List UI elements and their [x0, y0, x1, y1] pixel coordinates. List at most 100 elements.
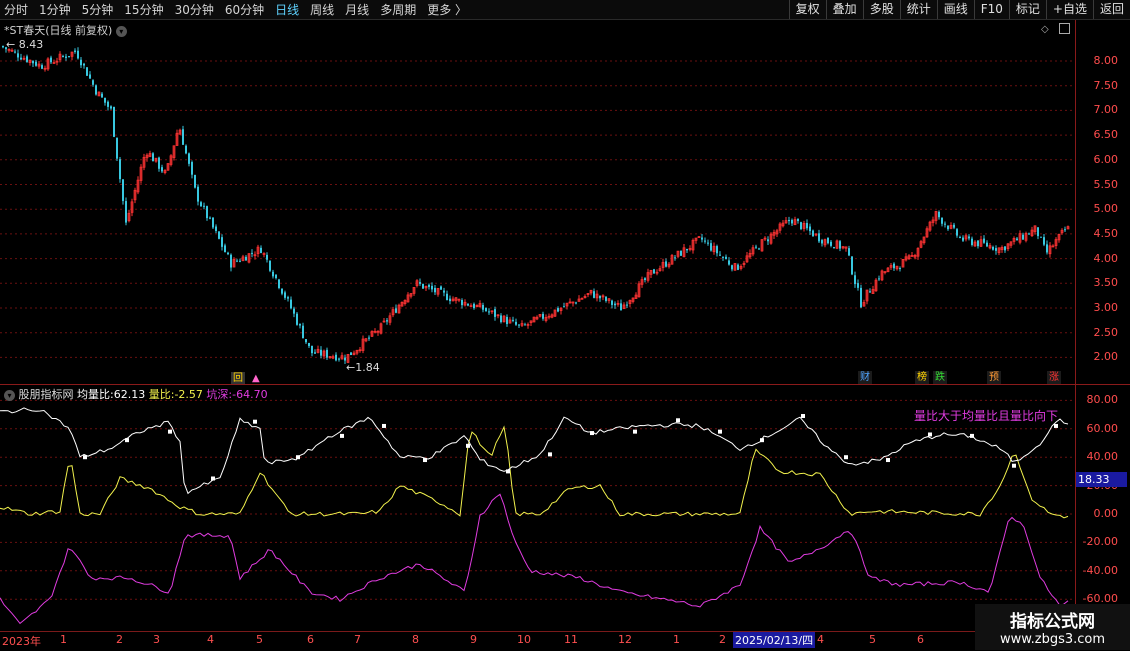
candle-body [869, 291, 871, 293]
price-chart-panel[interactable]: *ST春天(日线 前复权) ▾ ◇ ← 8.43 ←1.84 8.00 7.50 7… [0, 20, 1118, 385]
toolbar-button[interactable]: 复权 [788, 0, 826, 19]
candle-body [628, 300, 632, 305]
toolbar-button[interactable]: 多股 [862, 0, 900, 19]
candle-body [17, 53, 19, 58]
maximize-icon[interactable] [1059, 23, 1070, 34]
candle-body [350, 352, 352, 355]
candle-body [599, 295, 601, 299]
candle-body [1057, 233, 1061, 241]
candle-body [395, 308, 397, 313]
toolbar-button[interactable]: +自选 [1045, 0, 1093, 19]
candle-body [934, 211, 938, 221]
candle-body [440, 286, 442, 290]
candle-body [50, 57, 52, 63]
candle-body [515, 321, 517, 325]
candle-body [230, 254, 232, 268]
candle-body [296, 313, 298, 325]
indicator-title-row: ▾ 股朋指标网 均量比:62.13 量比:-2.57 坑深:-64.70 [4, 386, 268, 402]
period-tab[interactable]: 5分钟 [81, 3, 114, 17]
candle-body [139, 166, 143, 181]
price-tick: 3.00 [1093, 301, 1119, 314]
event-marker[interactable]: 涨 [1047, 371, 1061, 384]
chevron-down-icon[interactable]: ▾ [4, 389, 15, 401]
candle-body [97, 91, 101, 97]
price-tick: 2.00 [1093, 350, 1119, 364]
candle-body [262, 253, 266, 255]
candle-body [370, 330, 374, 337]
candle-body [827, 237, 829, 244]
stock-title: *ST春天(日线 前复权) [4, 24, 113, 37]
candle-body [500, 315, 502, 323]
toolbar-button[interactable]: 返回 [1092, 0, 1130, 19]
indicator-chart[interactable] [0, 386, 1075, 630]
toolbar-button[interactable]: F10 [973, 0, 1009, 19]
price-tick: 2.50 [1093, 325, 1119, 339]
candle-body [775, 230, 779, 235]
signal-dot [928, 432, 932, 437]
candle-body [601, 295, 605, 298]
period-tab[interactable]: 15分钟 [124, 3, 164, 17]
candle-body [688, 248, 692, 250]
candle-body [874, 279, 878, 292]
candle-body [86, 67, 88, 76]
event-marker[interactable]: ▲ [252, 373, 260, 384]
candle-body [388, 315, 392, 323]
diamond-icon[interactable]: ◇ [1041, 24, 1049, 35]
toolbar-button[interactable]: 画线 [936, 0, 974, 19]
candle-body [364, 338, 368, 342]
chevron-down-icon[interactable]: ▾ [115, 25, 127, 37]
candle-body [583, 296, 587, 299]
period-tab[interactable]: 多周期 [380, 3, 417, 17]
candle-body [634, 294, 638, 299]
candle-body [697, 236, 701, 238]
candle-body [502, 315, 506, 323]
candle-body [355, 349, 359, 354]
period-tab[interactable]: 月线 [345, 3, 370, 17]
candle-body [320, 349, 322, 356]
candle-body [110, 106, 112, 109]
candle-body [397, 304, 401, 314]
period-tab[interactable]: 30分钟 [174, 3, 214, 17]
period-tab[interactable]: 周线 [310, 3, 335, 17]
candle-body [104, 97, 106, 103]
candlestick-chart[interactable] [0, 20, 1075, 384]
toolbar-buttons: 复权 叠加 多股 统计 画线 F10 标记 +自选 返回 [788, 0, 1130, 19]
pit-value: -64.70 [232, 388, 268, 401]
candle-body [691, 239, 695, 251]
candle-body [550, 314, 554, 318]
pit-line [0, 493, 1069, 625]
candle-body [368, 337, 370, 339]
candle-body [361, 338, 365, 351]
event-marker[interactable]: 预 [987, 371, 1001, 384]
candle-body [758, 248, 760, 250]
candle-body [446, 293, 448, 301]
candle-body [716, 246, 718, 254]
candle-body [197, 186, 199, 202]
indicator-panel[interactable]: ▾ 股朋指标网 均量比:62.13 量比:-2.57 坑深:-64.70 量比大… [0, 386, 1127, 630]
indicator-tick: -60.00 [1082, 592, 1118, 606]
event-marker[interactable]: 财 [858, 371, 872, 384]
candle-body [463, 301, 467, 306]
event-marker[interactable]: 回 [231, 372, 245, 385]
period-tab[interactable]: 60分钟 [224, 3, 265, 17]
event-marker[interactable]: 榜 [915, 371, 929, 384]
candle-body [1054, 239, 1058, 246]
toolbar-button[interactable]: 叠加 [825, 0, 863, 19]
candle-body [655, 271, 659, 274]
candle-body [391, 309, 395, 316]
candle-body [851, 256, 853, 275]
price-tick: 3.50 [1093, 276, 1119, 290]
event-marker[interactable]: 跌 [933, 371, 947, 384]
period-tab[interactable]: 分时 [4, 3, 29, 17]
candle-body [737, 264, 739, 270]
candle-body [953, 224, 955, 228]
candle-body [559, 307, 563, 311]
period-tab[interactable]: 更多 〉 [427, 3, 468, 17]
period-tab[interactable]: 1分钟 [39, 3, 71, 17]
period-tab[interactable]: 日线 [275, 3, 300, 17]
toolbar-button[interactable]: 统计 [899, 0, 937, 19]
candle-body [968, 236, 970, 239]
candle-body [239, 260, 241, 262]
candle-body [589, 289, 593, 294]
toolbar-button[interactable]: 标记 [1008, 0, 1046, 19]
